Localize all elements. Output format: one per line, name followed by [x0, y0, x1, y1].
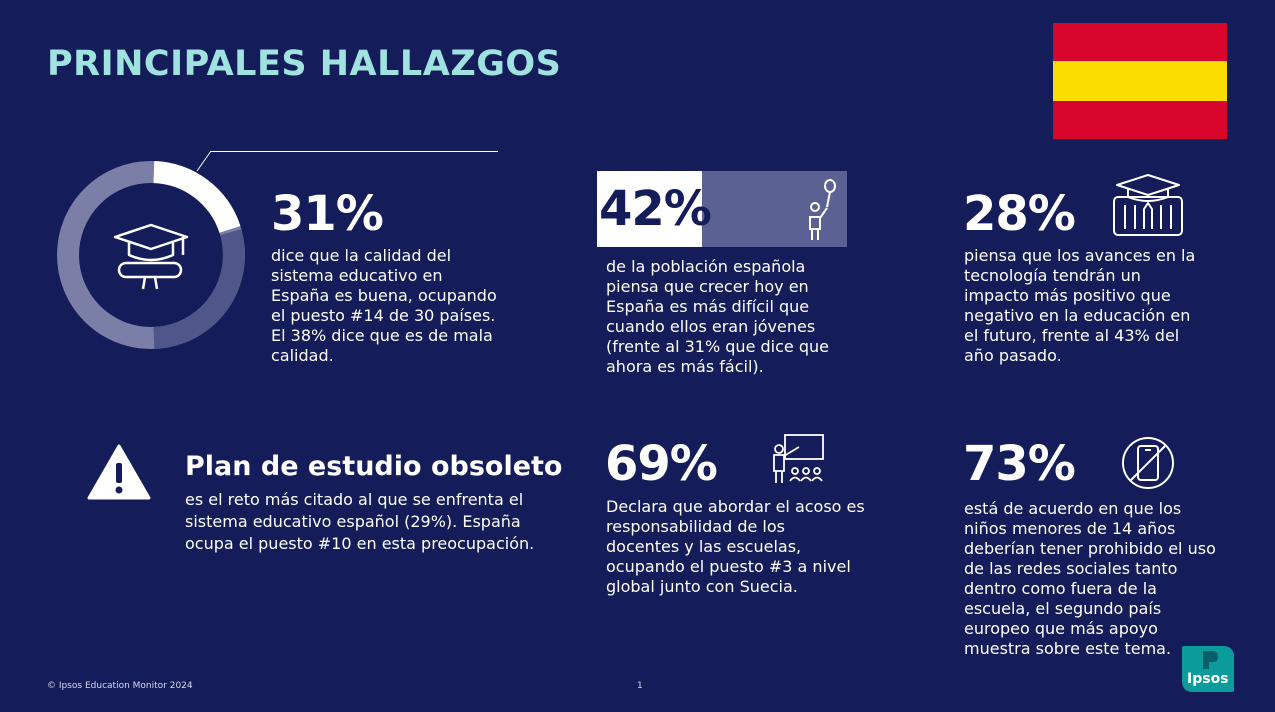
logo-text: Ipsos: [1187, 671, 1229, 687]
text-line: (frente al 31% que dice que: [606, 337, 829, 356]
text-line: negativo en la educación en: [964, 306, 1191, 325]
leader-diagonal: [196, 150, 212, 172]
ipsos-logo: Ipsos: [1182, 646, 1234, 692]
text-line: España es buena, ocupando: [271, 286, 497, 305]
text-line: tecnología tendrán un: [964, 266, 1141, 285]
plan-title: Plan de estudio obsoleto: [185, 451, 563, 482]
plan-text: es el reto más citado al que se enfrenta…: [185, 489, 534, 555]
warning-icon: [87, 444, 151, 500]
stat-quality-text: dice que la calidad del sistema educativ…: [271, 246, 497, 366]
text-line: ocupando el puesto #3 a nivel: [606, 557, 851, 576]
text-line: España es más difícil que: [606, 297, 810, 316]
text-line: escuela, el segundo país: [964, 599, 1162, 618]
text-line: el puesto #14 de 30 países.: [271, 306, 496, 325]
teacher-class-icon: [773, 434, 824, 483]
stat-social-text: está de acuerdo en que los niños menores…: [964, 499, 1216, 659]
graduation-cap-diploma-icon: [113, 223, 189, 290]
text-line: de las redes sociales tanto: [964, 559, 1178, 578]
no-phone-icon: [1122, 437, 1174, 489]
donut-highlight: [153, 161, 241, 234]
spain-flag: [1053, 23, 1227, 139]
stat-bullying-value: 69%: [605, 436, 718, 492]
stat-growing-up-text: de la población española piensa que crec…: [606, 257, 829, 377]
text-line: es el reto más citado al que se enfrenta…: [185, 490, 524, 509]
page-number: 1: [637, 681, 643, 691]
stat-quality-value: 31%: [271, 186, 384, 242]
text-line: calidad.: [271, 346, 334, 365]
leader-line: [210, 151, 498, 152]
stat-growing-up-box: 42%: [597, 171, 847, 247]
text-line: dentro como fuera de la: [964, 579, 1157, 598]
text-line: dice que la calidad del: [271, 246, 452, 265]
text-line: El 38% dice que es de mala: [271, 326, 493, 345]
graduation-school-icon: [1113, 174, 1183, 236]
text-line: ahora es más fácil).: [606, 357, 764, 376]
text-line: está de acuerdo en que los: [964, 499, 1182, 518]
donut-chart: [57, 161, 245, 349]
text-line: piensa que los avances en la: [964, 246, 1196, 265]
text-line: piensa que crecer hoy en: [606, 277, 809, 296]
text-line: cuando ellos eran jóvenes: [606, 317, 816, 336]
stat-technology-text: piensa que los avances en la tecnología …: [964, 246, 1195, 366]
text-line: impacto más positivo que: [964, 286, 1171, 305]
text-line: Declara que abordar el acoso es: [606, 497, 865, 516]
stat-growing-up-value: 42%: [599, 181, 712, 237]
text-line: año pasado.: [964, 346, 1062, 365]
footer-copyright: © Ipsos Education Monitor 2024: [47, 681, 193, 691]
child-balloon-icon: [809, 179, 836, 240]
text-line: ocupa el puesto #10 en esta preocupación…: [185, 534, 535, 553]
stat-social-value: 73%: [963, 436, 1076, 492]
donut-dark-segment: [153, 229, 245, 349]
page-title: PRINCIPALES HALLAZGOS: [47, 44, 562, 84]
text-line: europeo que más apoyo: [964, 619, 1158, 638]
stat-technology-value: 28%: [963, 186, 1076, 242]
text-line: global junto con Suecia.: [606, 577, 798, 596]
text-line: sistema educativo español (29%). España: [185, 512, 521, 531]
text-line: sistema educativo en: [271, 266, 443, 285]
text-line: el futuro, frente al 43% del: [964, 326, 1180, 345]
text-line: deberían tener prohibido el uso: [964, 539, 1216, 558]
stat-bullying-text: Declara que abordar el acoso es responsa…: [606, 497, 865, 597]
text-line: de la población española: [606, 257, 806, 276]
logo-mark-icon: [1203, 651, 1218, 669]
text-line: docentes y las escuelas,: [606, 537, 802, 556]
text-line: niños menores de 14 años: [964, 519, 1176, 538]
text-line: responsabilidad de los: [606, 517, 785, 536]
text-line: muestra sobre este tema.: [964, 639, 1172, 658]
stat-box-white: [597, 171, 702, 247]
